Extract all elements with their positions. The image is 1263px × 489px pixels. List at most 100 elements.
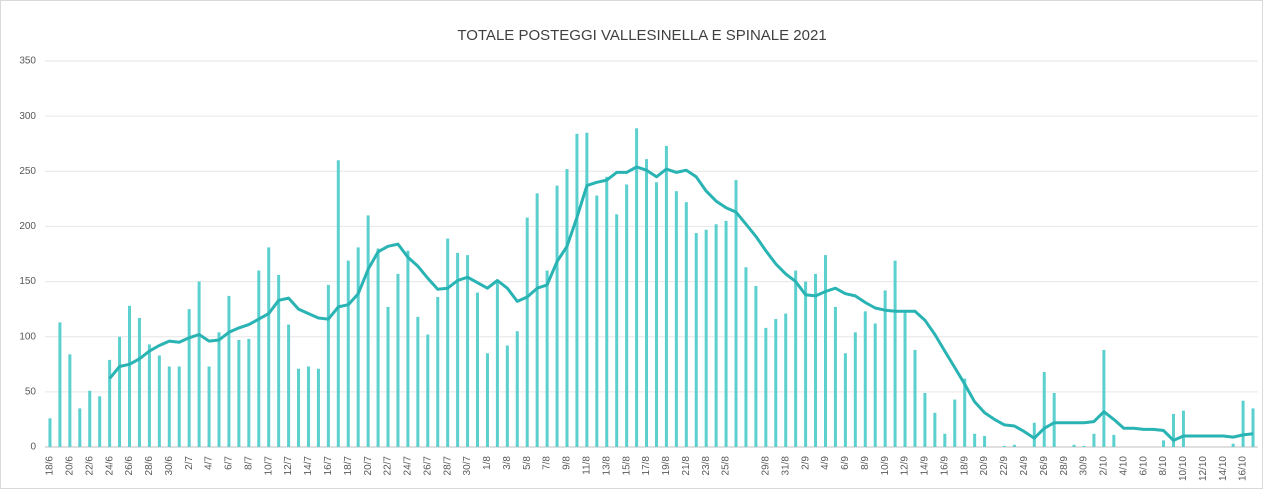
- bar: [137, 317, 141, 447]
- bar: [1042, 372, 1046, 447]
- bar: [356, 247, 360, 447]
- bar: [306, 366, 310, 447]
- x-tick-label: 26/9: [1039, 456, 1050, 476]
- bar: [187, 309, 191, 447]
- x-tick-label: 4/10: [1118, 456, 1129, 476]
- bar: [217, 332, 221, 447]
- bar: [963, 378, 967, 447]
- bar: [118, 336, 122, 447]
- bar: [804, 281, 808, 447]
- x-tick-label: 20/6: [64, 456, 75, 476]
- x-tick-label: 4/7: [204, 456, 215, 470]
- x-tick-label: 13/8: [601, 456, 612, 476]
- bar: [505, 345, 509, 447]
- x-tick-label: 25/8: [721, 456, 732, 476]
- bar: [167, 366, 171, 447]
- x-tick-label: 26/6: [124, 456, 135, 476]
- bar: [654, 182, 658, 448]
- x-tick-label: 22/6: [84, 456, 95, 476]
- x-tick-label: 14/7: [303, 456, 314, 476]
- bar: [664, 145, 668, 448]
- x-tick-label: 15/8: [621, 456, 632, 476]
- bar: [396, 273, 400, 447]
- bar: [684, 202, 688, 447]
- bar: [406, 250, 410, 447]
- bar: [694, 233, 698, 447]
- bar: [147, 344, 151, 447]
- x-tick-label: 6/10: [1138, 456, 1149, 476]
- x-tick-label: 10/7: [263, 456, 274, 476]
- bar: [754, 285, 758, 447]
- bar: [833, 306, 837, 447]
- x-tick-label: 1/8: [482, 456, 493, 470]
- x-tick-label: 8/9: [860, 456, 871, 470]
- bar: [48, 418, 52, 447]
- bar: [853, 332, 857, 447]
- x-tick-label: 30/7: [462, 456, 473, 476]
- bar: [1231, 443, 1235, 447]
- line: [108, 165, 1254, 442]
- x-tick-label: 22/7: [383, 456, 394, 476]
- bar: [456, 252, 460, 447]
- bar: [535, 193, 539, 447]
- bar: [823, 255, 827, 447]
- x-tick-label: 9/8: [562, 456, 573, 470]
- bar: [883, 290, 887, 447]
- bar: [615, 214, 619, 447]
- bar: [68, 354, 72, 447]
- x-tick-label: 18/6: [45, 456, 56, 476]
- x-tick-label: 24/7: [403, 456, 414, 476]
- bar: [237, 340, 241, 447]
- bar: [863, 311, 867, 447]
- x-tick-label: 12/10: [1198, 456, 1209, 481]
- bar: [903, 311, 907, 447]
- x-tick-label: 16/9: [939, 456, 950, 476]
- bar: [565, 169, 569, 447]
- x-tick-label: 2/7: [184, 456, 195, 470]
- bar: [207, 366, 211, 447]
- bar: [1052, 392, 1056, 447]
- bar: [595, 195, 599, 447]
- x-tick-label: 6/9: [840, 456, 851, 470]
- bar: [436, 297, 440, 447]
- bar: [1241, 400, 1245, 447]
- x-tick-label: 8/7: [243, 456, 254, 470]
- bar: [814, 273, 818, 447]
- bar: [913, 349, 917, 447]
- x-tick-label: 24/9: [1019, 456, 1030, 476]
- bar: [227, 295, 231, 447]
- bar: [734, 180, 738, 447]
- bar: [704, 229, 708, 447]
- y-tick-label: 250: [19, 166, 36, 177]
- y-tick-label: 200: [19, 221, 36, 232]
- bar: [1072, 444, 1076, 447]
- bar: [1032, 422, 1036, 447]
- bar: [794, 270, 798, 447]
- x-tick-label: 21/8: [681, 456, 692, 476]
- x-tick-label: 28/7: [442, 456, 453, 476]
- bar: [873, 323, 877, 447]
- bar: [973, 433, 977, 447]
- bar: [724, 220, 728, 447]
- x-tick-label: 10/10: [1178, 456, 1189, 481]
- x-tick-label: 7/8: [542, 456, 553, 470]
- x-tick-label: 18/9: [959, 456, 970, 476]
- x-tick-label: 12/7: [283, 456, 294, 476]
- x-tick-label: 14/10: [1218, 456, 1229, 481]
- bar: [426, 334, 430, 447]
- bar: [635, 128, 639, 447]
- bar: [1181, 410, 1185, 447]
- x-tick-label: 12/9: [900, 456, 911, 476]
- bar: [247, 338, 251, 447]
- bar: [197, 281, 201, 447]
- x-tick-label: 3/8: [502, 456, 513, 470]
- bar: [893, 260, 897, 447]
- bar: [485, 353, 489, 447]
- x-tick-label: 16/7: [323, 456, 334, 476]
- bar: [943, 433, 947, 447]
- bar: [605, 176, 609, 448]
- bar: [128, 305, 132, 447]
- bar: [764, 327, 768, 447]
- x-tick-label: 19/8: [661, 456, 672, 476]
- bar: [1012, 444, 1016, 447]
